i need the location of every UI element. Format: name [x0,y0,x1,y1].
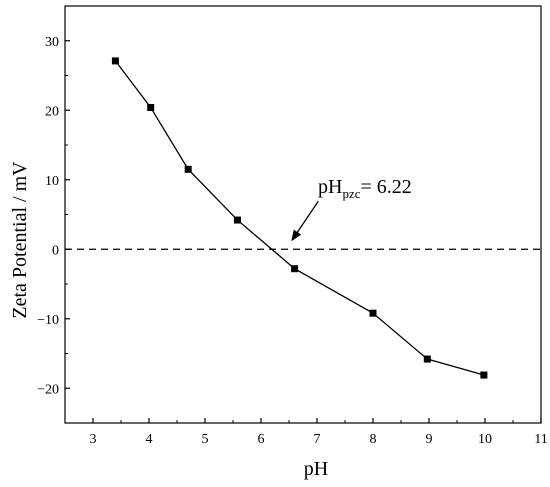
x-tick-label: 5 [202,432,209,447]
x-axis-title: pH [304,458,328,480]
data-point [423,355,431,363]
pzc-annotation-subscript: pzc [342,186,360,201]
y-tick-label: 20 [45,104,59,119]
y-tick-label: 10 [45,174,59,189]
data-point [291,265,299,273]
pzc-annotation-base: pH [318,176,342,198]
data-point [233,216,241,224]
pzc-annotation: pHpzc= 6.22 [318,176,412,201]
data-point [111,57,119,65]
data-point [369,309,377,317]
pzc-annotation-arrow [291,200,319,242]
plot-border [64,5,542,424]
arrow-shaft [294,200,319,236]
y-axis-title: Zeta Potential / mV [9,161,31,319]
x-tick-label: 10 [478,432,492,447]
plot-frame [64,5,542,424]
x-tick-label: 8 [370,432,377,447]
series-group [111,57,488,379]
y-tick-label: −10 [37,313,59,328]
x-tick-label: 6 [258,432,265,447]
x-tick-label: 4 [146,432,153,447]
data-point [147,103,155,111]
x-tick-label: 9 [426,432,433,447]
pzc-annotation-value: = 6.22 [361,176,412,198]
x-tick-label: 11 [534,432,547,447]
x-tick-label: 7 [314,432,321,447]
x-tick-label: 3 [90,432,97,447]
y-axis-ticks: 30 20 10 0 −10 −20 [37,5,70,424]
y-tick-label: 0 [52,243,59,258]
series-line [114,60,485,376]
arrow-head [291,229,302,242]
y-tick-label: −20 [37,382,59,397]
x-axis-ticks: 3 4 5 6 7 8 9 10 11 [64,418,548,447]
data-point [480,371,488,379]
y-tick-label: 30 [45,35,59,50]
data-point [184,165,192,173]
